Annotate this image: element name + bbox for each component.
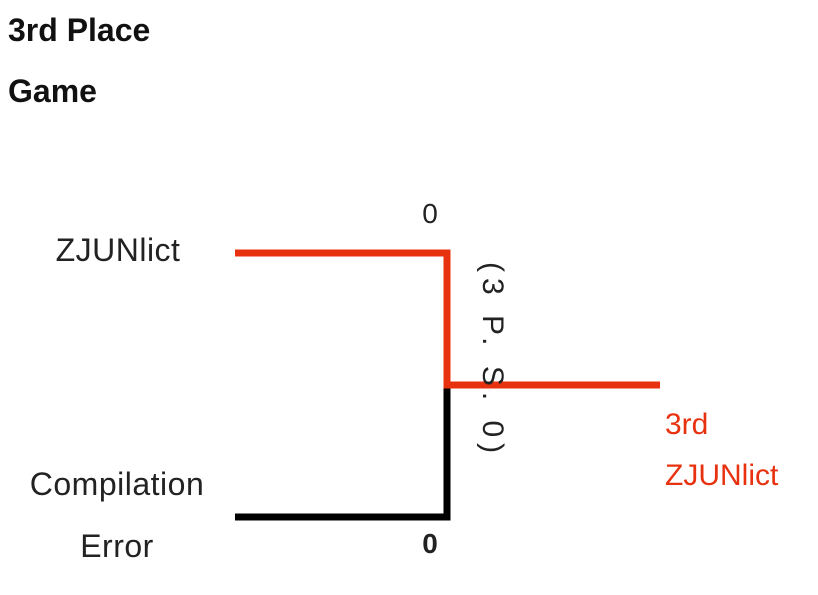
loser-line bbox=[235, 385, 451, 521]
title: 3rd Place Game bbox=[8, 12, 151, 109]
score: 0 bbox=[422, 198, 438, 229]
score: 0 bbox=[422, 528, 438, 559]
result-place: 3rd bbox=[665, 408, 709, 441]
winner-line bbox=[235, 249, 660, 389]
team-name: Compilation Error bbox=[29, 466, 205, 564]
match-note: (3 P. S. 0) bbox=[476, 262, 509, 460]
team-name: ZJUNlict bbox=[55, 232, 181, 268]
result-team: ZJUNlict bbox=[665, 459, 779, 492]
